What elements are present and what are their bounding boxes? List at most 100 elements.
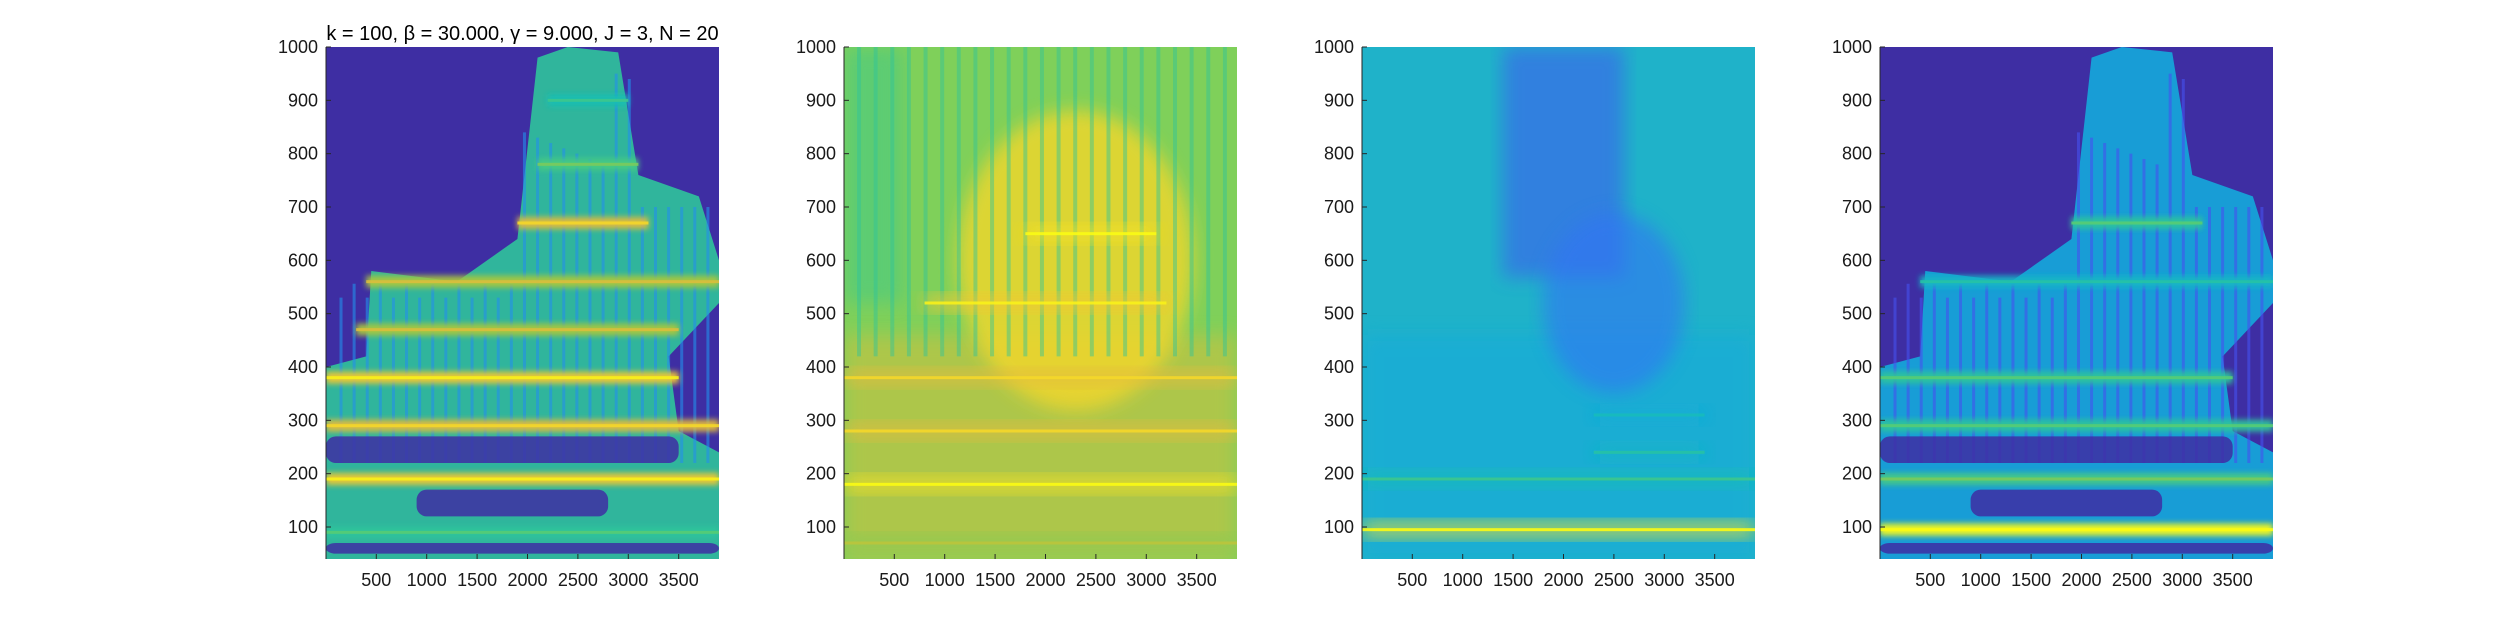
gap-region <box>326 543 719 554</box>
y-tick-label: 200 <box>1842 464 1872 484</box>
ridge-core-7 <box>517 221 649 225</box>
x-tick-label: 3500 <box>659 570 699 590</box>
y-tick-label: 400 <box>288 357 318 377</box>
ridge-core-4 <box>844 376 1237 380</box>
x-tick-label: 500 <box>1397 570 1427 590</box>
gap-region <box>1880 436 2233 463</box>
y-tick-label: 600 <box>1842 250 1872 270</box>
y-tick-label: 200 <box>288 464 318 484</box>
y-tick-label: 700 <box>1842 197 1872 217</box>
heatmap-panel-2: 100 200 300 400 500 600 700 800 900 1000 500 1000 15… <box>796 37 1237 590</box>
y-tick-label: 500 <box>288 304 318 324</box>
x-tick-label: 3000 <box>1126 570 1166 590</box>
x-tick-label: 2000 <box>1025 570 1065 590</box>
energy-region <box>1543 213 1685 393</box>
ridge-core-2 <box>844 482 1237 486</box>
y-tick-label: 100 <box>806 517 836 537</box>
y-tick-label: 700 <box>1324 197 1354 217</box>
x-tick-label: 1500 <box>457 570 497 590</box>
x-tick-label: 500 <box>361 570 391 590</box>
y-tick-label: 900 <box>1842 90 1872 110</box>
y-tick-label: 600 <box>288 250 318 270</box>
y-tick-label: 700 <box>806 197 836 217</box>
x-tick-label: 1000 <box>1961 570 2001 590</box>
ridge-core-3 <box>326 424 719 428</box>
x-tick-label: 2500 <box>1076 570 1116 590</box>
y-tick-label: 700 <box>288 197 318 217</box>
y-tick-label: 500 <box>806 304 836 324</box>
gap-region <box>1970 489 2163 517</box>
y-tick-label: 300 <box>1324 410 1354 430</box>
y-tick-label: 900 <box>288 90 318 110</box>
ridge-core-3 <box>1593 450 1705 454</box>
x-tick-label: 2000 <box>507 570 547 590</box>
ridge-core-6 <box>366 280 719 284</box>
y-tick-label: 500 <box>1842 304 1872 324</box>
heatmap-panel-1: 100 200 300 400 500 600 700 800 900 1000 500 1000 15… <box>278 23 719 590</box>
x-tick-label: 1500 <box>975 570 1015 590</box>
ridge-core-1 <box>1362 528 1755 532</box>
y-tick-label: 300 <box>288 410 318 430</box>
x-tick-label: 3000 <box>1644 570 1684 590</box>
y-tick-label: 600 <box>806 250 836 270</box>
ridge-core-5 <box>1920 280 2273 284</box>
y-tick-label: 400 <box>1324 357 1354 377</box>
x-tick-label: 1000 <box>1443 570 1483 590</box>
y-tick-label: 100 <box>1324 517 1354 537</box>
x-tick-label: 2500 <box>2112 570 2152 590</box>
ridge-core-4 <box>326 376 679 380</box>
ridge-core-2 <box>1880 477 2273 481</box>
energy-region <box>957 110 1194 411</box>
x-tick-label: 1500 <box>2011 570 2051 590</box>
y-tick-label: 500 <box>1324 304 1354 324</box>
y-tick-label: 100 <box>1842 517 1872 537</box>
x-tick-label: 3000 <box>2162 570 2202 590</box>
x-tick-label: 2500 <box>1594 570 1634 590</box>
ridge-core-3 <box>1880 424 2273 428</box>
y-tick-label: 400 <box>806 357 836 377</box>
y-tick-label: 300 <box>806 410 836 430</box>
x-tick-label: 2000 <box>2061 570 2101 590</box>
ridge-core-8 <box>537 162 639 166</box>
ridge-core-4 <box>1593 413 1705 417</box>
y-tick-label: 1000 <box>1832 37 1872 57</box>
ridge-core-1 <box>326 530 719 534</box>
energy-region <box>844 47 903 303</box>
y-tick-label: 800 <box>806 144 836 164</box>
y-tick-label: 1000 <box>1314 37 1354 57</box>
heatmap-panel-3: 100 200 300 400 500 600 700 800 900 1000 500 1000 15… <box>1314 37 1755 590</box>
y-tick-label: 1000 <box>796 37 836 57</box>
ridge-core-4 <box>1880 376 2233 380</box>
y-tick-label: 800 <box>1842 144 1872 164</box>
ridge-core-1 <box>844 541 1237 545</box>
heatmap-panel-4: 100 200 300 400 500 600 700 800 900 1000 500 1000 15… <box>1832 37 2273 590</box>
x-tick-label: 2500 <box>558 570 598 590</box>
y-tick-label: 1000 <box>278 37 318 57</box>
ridge-core-1 <box>1880 528 2273 532</box>
y-tick-label: 800 <box>1324 144 1354 164</box>
ridge-core-5 <box>924 301 1167 305</box>
gap-region <box>416 489 609 517</box>
y-tick-label: 900 <box>806 90 836 110</box>
y-tick-label: 400 <box>1842 357 1872 377</box>
y-tick-label: 900 <box>1324 90 1354 110</box>
x-tick-label: 1000 <box>925 570 965 590</box>
x-tick-label: 1000 <box>407 570 447 590</box>
y-tick-label: 800 <box>288 144 318 164</box>
ridge-core-3 <box>844 429 1237 433</box>
y-tick-label: 600 <box>1324 250 1354 270</box>
x-tick-label: 500 <box>1915 570 1945 590</box>
x-tick-label: 3000 <box>608 570 648 590</box>
x-tick-label: 3500 <box>2213 570 2253 590</box>
x-tick-label: 3500 <box>1695 570 1735 590</box>
y-tick-label: 100 <box>288 517 318 537</box>
ridge-core-2 <box>326 477 719 481</box>
y-tick-label: 200 <box>806 464 836 484</box>
ridge-core-6 <box>1025 232 1157 236</box>
gap-region <box>1880 543 2273 554</box>
gap-region <box>326 436 679 463</box>
x-tick-label: 500 <box>879 570 909 590</box>
ridge-core-5 <box>356 328 679 332</box>
x-tick-label: 2000 <box>1543 570 1583 590</box>
